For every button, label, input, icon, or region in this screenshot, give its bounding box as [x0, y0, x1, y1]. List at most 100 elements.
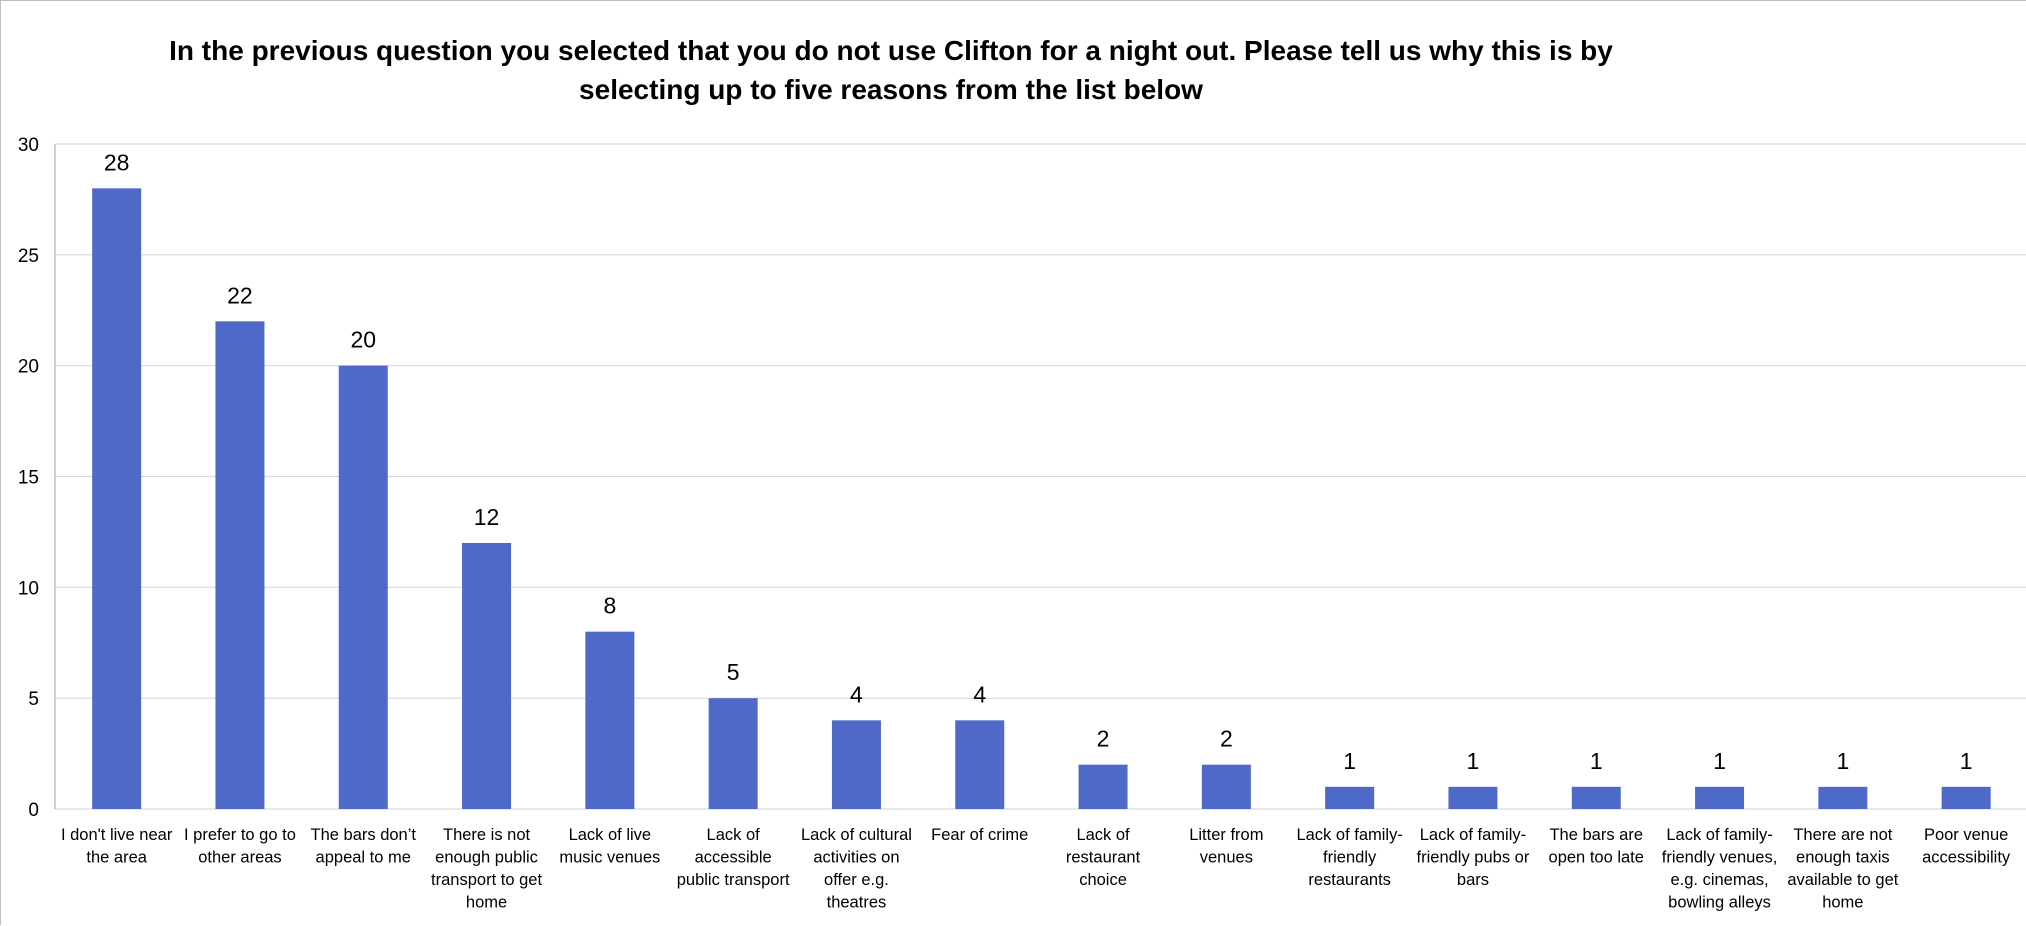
y-tick-label: 30 — [18, 135, 39, 156]
x-tick-label-line: The bars are — [1549, 826, 1643, 844]
x-tick-label-line: Lack of family- — [1296, 826, 1402, 844]
y-tick-label: 5 — [28, 689, 39, 710]
bar — [1201, 764, 1251, 809]
x-tick-label: Lack of accessible public transport — [677, 826, 790, 889]
x-tick-label-line: theatres — [827, 894, 887, 912]
bar — [1571, 786, 1621, 809]
x-tick-label-line: open too late — [1549, 849, 1644, 867]
bar — [1941, 786, 1991, 809]
data-label: 28 — [104, 149, 130, 175]
data-label: 5 — [727, 659, 740, 685]
data-label: 1 — [1713, 748, 1726, 774]
x-tick-label: The bars don’t appeal to me — [311, 826, 417, 867]
x-tick-label-line: other areas — [198, 849, 281, 867]
data-label: 22 — [227, 282, 253, 308]
x-tick-label: Lack of family-friendly pubs or bars — [1417, 826, 1530, 889]
data-label: 1 — [1590, 748, 1603, 774]
x-tick-label-line: Fear of crime — [931, 826, 1028, 844]
bar — [831, 720, 881, 809]
x-tick-label: I prefer to go to other areas — [184, 826, 296, 867]
x-tick-label: I don't live near the area — [61, 826, 173, 867]
bar — [215, 321, 265, 809]
bar — [1448, 786, 1498, 809]
y-tick-label: 25 — [18, 246, 39, 267]
x-tick-label: There is not enough public transport to ge… — [431, 826, 542, 912]
x-tick-label-line: Lack of family- — [1666, 826, 1772, 844]
y-axis-ticks: 0 5 10 15 20 25 30 — [18, 135, 39, 821]
data-label: 4 — [973, 681, 986, 707]
bar — [1818, 786, 1868, 809]
x-tick-label: The bars are open too late — [1549, 826, 1644, 867]
data-label: 8 — [603, 593, 616, 619]
data-label: 1 — [1836, 748, 1849, 774]
x-tick-label-line: home — [466, 894, 507, 912]
bar — [462, 543, 512, 809]
chart-title: In the previous question you selected th… — [169, 35, 1613, 105]
x-tick-label: Poor venue accessibility — [1922, 826, 2011, 867]
x-tick-label-line: Lack of — [1076, 826, 1130, 844]
x-tick-label-line: enough taxis — [1796, 849, 1890, 867]
x-tick-label-line: There is not — [443, 826, 531, 844]
data-label: 20 — [350, 327, 376, 353]
x-tick-label: Lack of cultural activities on offer e.g. t… — [801, 826, 912, 912]
x-tick-label: Fear of crime — [931, 826, 1028, 844]
x-tick-label-line: appeal to me — [316, 849, 411, 867]
data-label: 12 — [474, 504, 500, 530]
x-tick-label-line: bowling alleys — [1668, 894, 1771, 912]
x-tick-label-line: Poor venue — [1924, 826, 2008, 844]
y-tick-label: 0 — [28, 800, 39, 821]
x-tick-label-line: e.g. cinemas, — [1670, 871, 1768, 889]
x-tick-label-line: accessibility — [1922, 849, 2011, 867]
bars — [92, 188, 1991, 810]
x-tick-label-line: public transport — [677, 871, 790, 889]
x-tick-label-line: Lack of cultural — [801, 826, 912, 844]
x-tick-label-line: venues — [1200, 849, 1253, 867]
y-tick-label: 15 — [18, 468, 39, 489]
bar — [708, 698, 758, 809]
x-tick-label-line: bars — [1457, 871, 1489, 889]
x-tick-label: Lack of live music venues — [559, 826, 660, 867]
x-tick-label: Lack of family-friendly restaurants — [1296, 826, 1402, 889]
x-tick-label-line: enough public — [435, 849, 538, 867]
bar — [338, 365, 388, 809]
x-tick-label-line: There are not — [1793, 826, 1892, 844]
x-tick-label-line: Litter from — [1189, 826, 1263, 844]
x-tick-label-line: I don't live near — [61, 826, 173, 844]
bar — [1325, 786, 1375, 809]
x-tick-label-line: offer e.g. — [824, 871, 889, 889]
x-tick-label: There are not enough taxis available to ge… — [1787, 826, 1898, 912]
x-tick-label-line: Lack of family- — [1420, 826, 1526, 844]
x-tick-label-line: the area — [86, 849, 147, 867]
data-label: 2 — [1097, 726, 1110, 752]
bar — [585, 631, 635, 809]
y-tick-label: 10 — [18, 578, 39, 599]
x-tick-label-line: activities on — [813, 849, 899, 867]
x-tick-label-line: available to get — [1787, 871, 1898, 889]
x-tick-label-line: Lack of — [707, 826, 761, 844]
bar — [1695, 786, 1745, 809]
x-axis-labels: I don't live near the area I prefer to go … — [61, 826, 2011, 912]
bar — [92, 188, 142, 810]
x-tick-label: Litter from venues — [1189, 826, 1263, 867]
data-label: 2 — [1220, 726, 1233, 752]
x-tick-label-line: music venues — [559, 849, 660, 867]
x-tick-label-line: accessible — [695, 849, 772, 867]
x-tick-label-line: choice — [1079, 871, 1127, 889]
x-tick-label-line: friendly pubs or — [1417, 849, 1530, 867]
x-tick-label-line: home — [1822, 894, 1863, 912]
x-tick-label-line: Lack of live — [569, 826, 652, 844]
data-label: 1 — [1960, 748, 1973, 774]
x-tick-label-line: restaurants — [1308, 871, 1391, 889]
bar — [1078, 764, 1128, 809]
y-tick-label: 20 — [18, 357, 39, 378]
x-tick-label-line: friendly venues, — [1662, 849, 1778, 867]
x-tick-label: Lack of restaurant choice — [1066, 826, 1141, 889]
bar — [955, 720, 1005, 809]
x-tick-label-line: transport to get — [431, 871, 542, 889]
x-tick-label: Lack of family-friendly venues, e.g. cine… — [1662, 826, 1778, 912]
data-label: 1 — [1467, 748, 1480, 774]
x-tick-label-line: I prefer to go to — [184, 826, 296, 844]
